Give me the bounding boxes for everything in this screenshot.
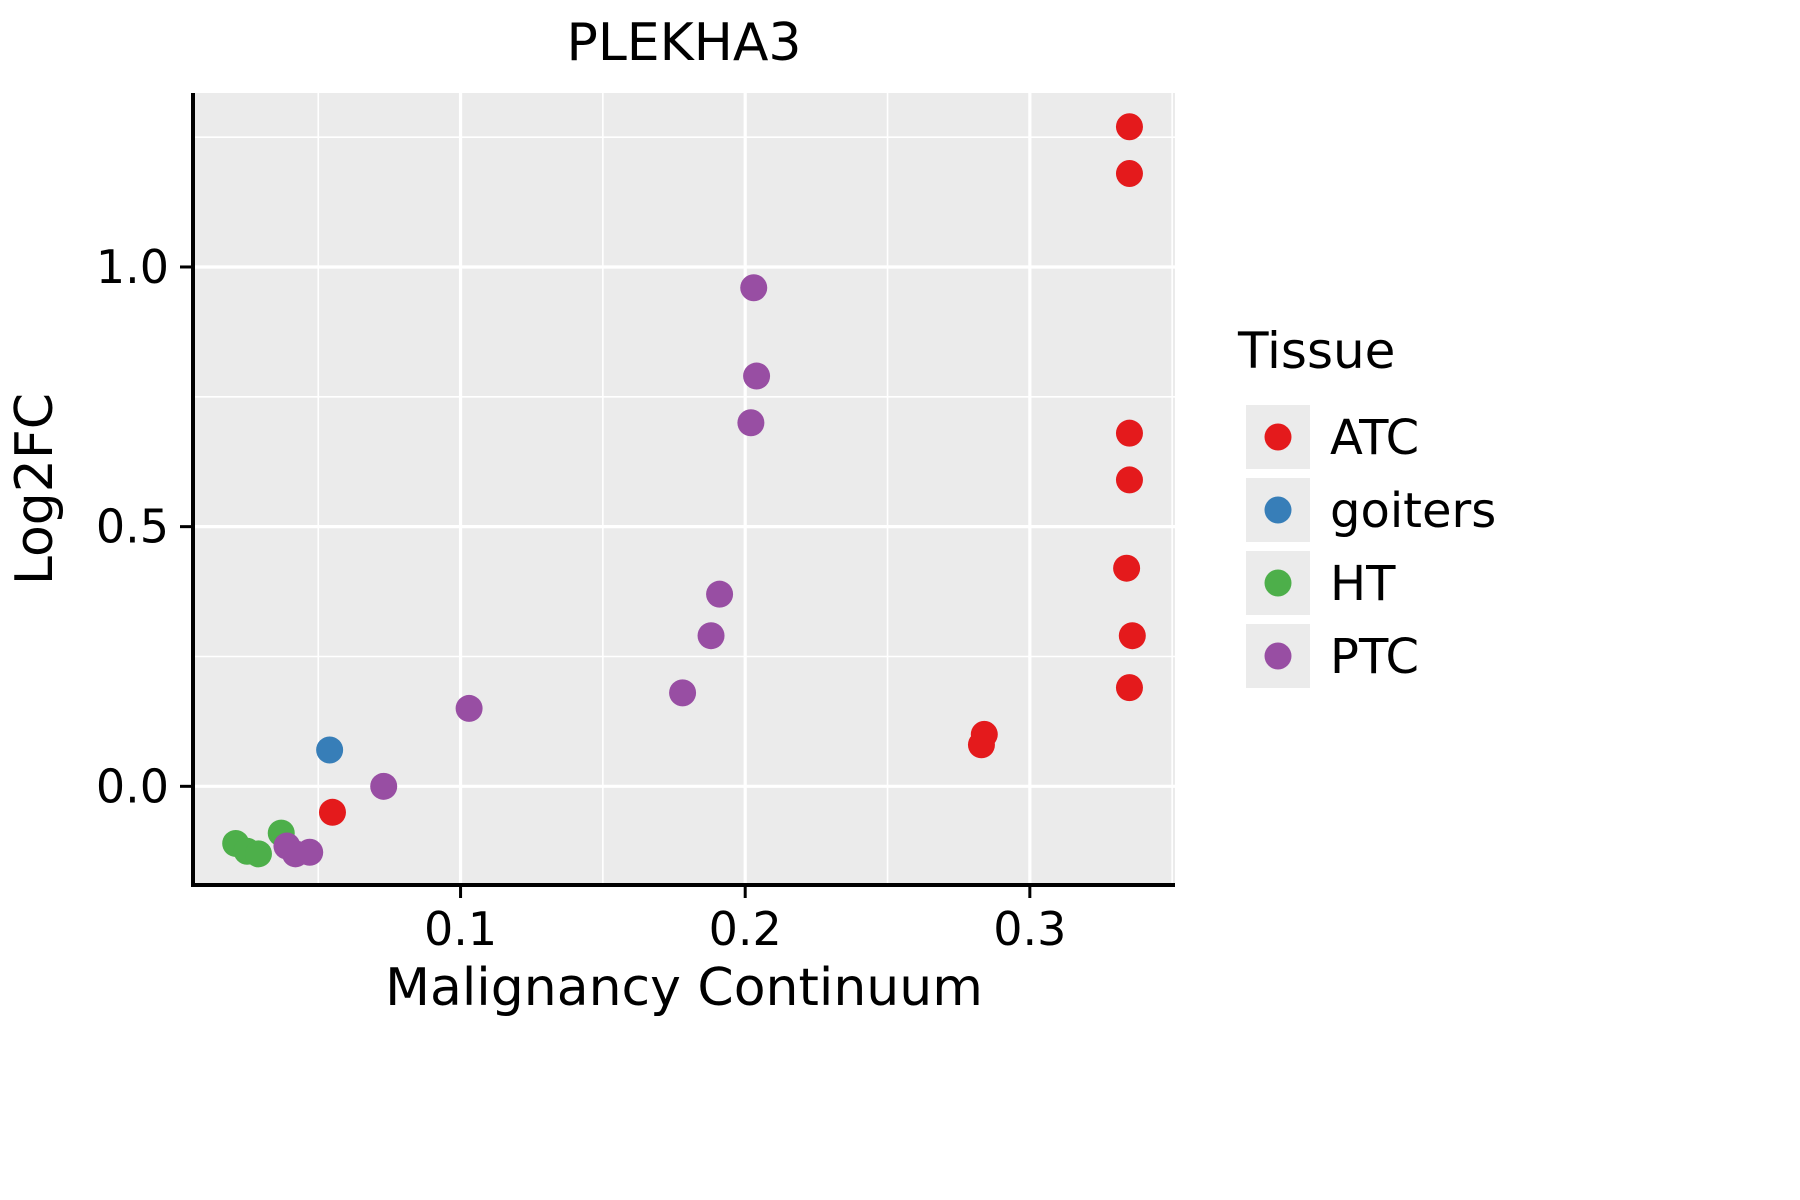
data-point-atc xyxy=(1115,466,1143,494)
legend-dot-ht-icon xyxy=(1264,569,1292,597)
data-point-atc xyxy=(1115,159,1143,187)
data-point-atc xyxy=(1115,674,1143,702)
plot-panel xyxy=(193,93,1175,885)
x-tick-label: 0.3 xyxy=(993,902,1066,956)
data-point-goiters xyxy=(316,736,344,764)
legend-entry-goiters: goiters xyxy=(1246,478,1496,542)
y-tick-label: 1.0 xyxy=(96,240,169,294)
data-point-ht xyxy=(244,840,272,868)
legend-entry-atc: ATC xyxy=(1246,405,1419,469)
x-axis-label: Malignancy Continuum xyxy=(385,958,983,1018)
legend: Tissue ATC goiters HT PTC xyxy=(1237,322,1496,688)
data-point-ptc xyxy=(737,409,765,437)
legend-label-ht: HT xyxy=(1330,556,1396,612)
data-point-atc xyxy=(967,731,995,759)
y-tick-label: 0.0 xyxy=(96,759,169,813)
data-point-ptc xyxy=(740,274,768,302)
legend-dot-ptc-icon xyxy=(1264,642,1292,670)
plot-panel-layer xyxy=(193,93,1175,885)
y-tick-label: 0.5 xyxy=(96,500,169,554)
data-points-layer xyxy=(222,113,1146,868)
data-point-ptc xyxy=(296,838,324,866)
chart-title: PLEKHA3 xyxy=(566,13,801,73)
legend-entry-ptc: PTC xyxy=(1246,624,1419,688)
legend-label-atc: ATC xyxy=(1330,410,1419,466)
data-point-atc xyxy=(1118,622,1146,650)
data-point-atc xyxy=(318,798,346,826)
axes-layer: 0.1 0.2 0.3 0.0 0.5 1.0 xyxy=(96,93,1175,956)
data-point-atc xyxy=(1115,419,1143,447)
legend-dot-atc-icon xyxy=(1264,423,1292,451)
data-point-ptc xyxy=(669,679,697,707)
legend-label-goiters: goiters xyxy=(1330,483,1496,539)
data-point-ptc xyxy=(743,362,771,390)
legend-dot-goiters-icon xyxy=(1264,496,1292,524)
data-point-atc xyxy=(1113,554,1141,582)
legend-entry-ht: HT xyxy=(1246,551,1396,615)
x-tick-label: 0.1 xyxy=(424,902,497,956)
data-point-ptc xyxy=(697,622,725,650)
x-tick-label: 0.2 xyxy=(709,902,782,956)
data-point-atc xyxy=(1115,113,1143,141)
legend-label-ptc: PTC xyxy=(1330,629,1419,685)
data-point-ptc xyxy=(455,694,483,722)
data-point-ptc xyxy=(706,580,734,608)
y-axis-label: Log2FC xyxy=(5,393,65,585)
data-point-ptc xyxy=(370,772,398,800)
legend-title: Tissue xyxy=(1237,322,1395,380)
